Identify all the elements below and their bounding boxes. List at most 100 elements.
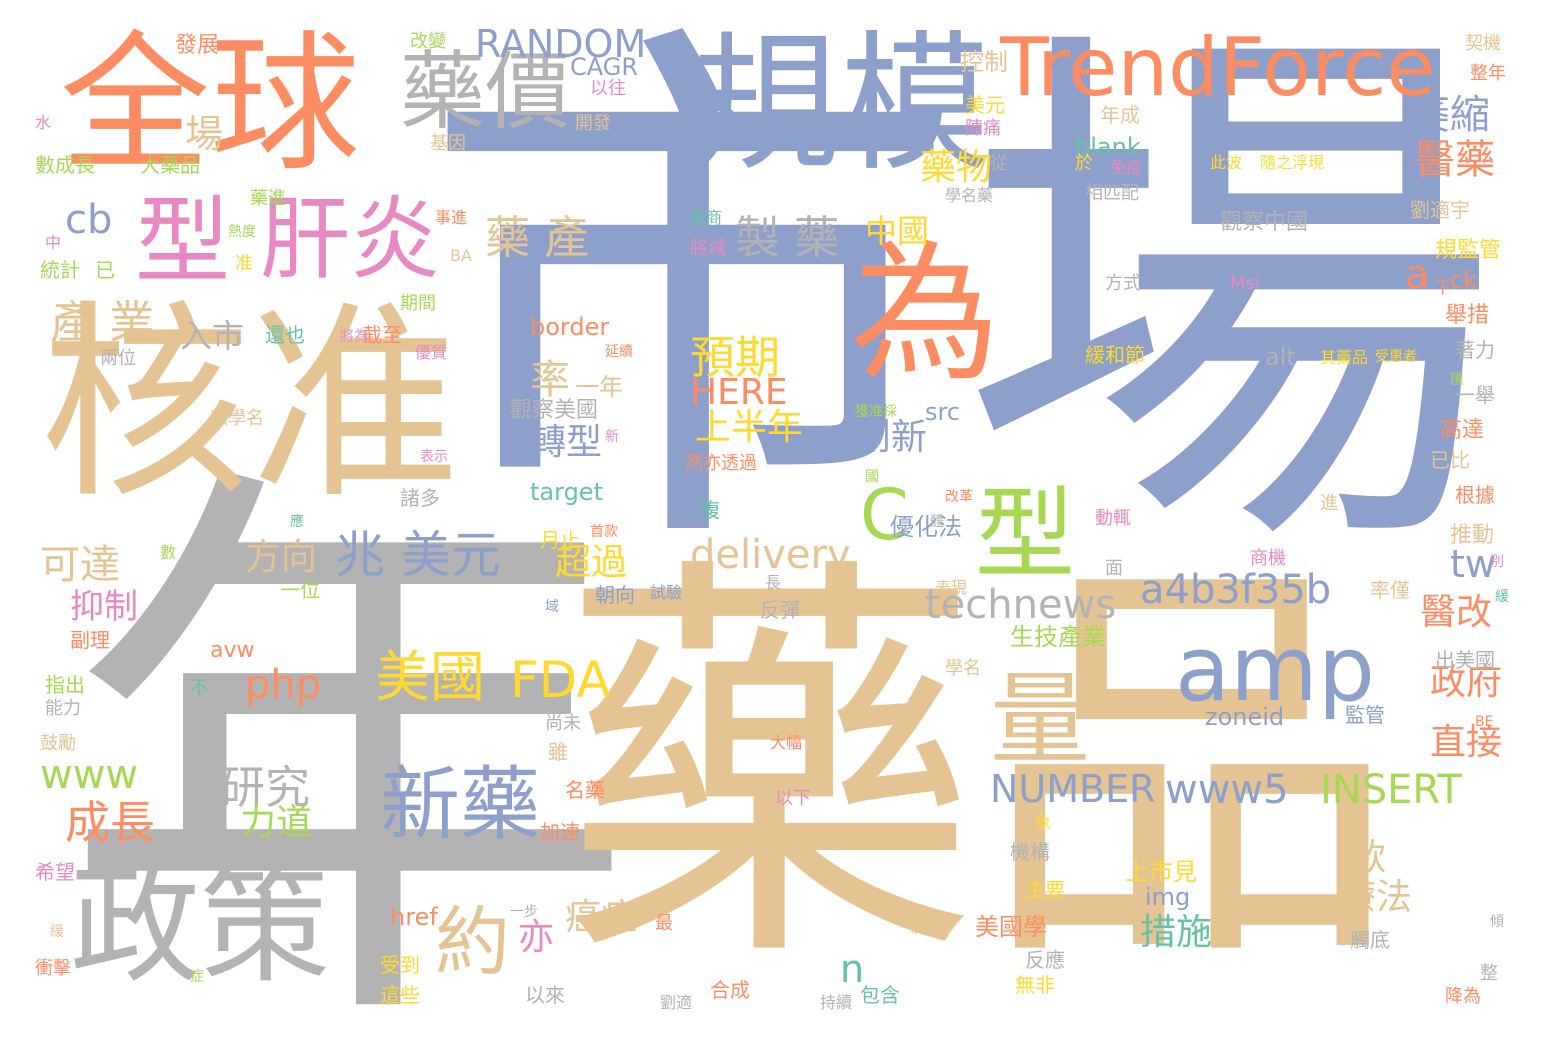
- word-186: 商機: [1250, 548, 1286, 569]
- word-149: 長: [765, 573, 782, 592]
- word-97: 此波: [1210, 153, 1243, 172]
- word-133: 以來: [525, 983, 565, 1007]
- word-96: Msi: [1230, 273, 1260, 294]
- word-62: 力道: [240, 802, 313, 843]
- word-116: 中: [45, 233, 62, 252]
- word-51: 直接: [1430, 722, 1503, 763]
- word-16: 新藥: [380, 758, 540, 851]
- word-183: 改革: [945, 489, 973, 505]
- word-72: zoneid: [1205, 703, 1285, 731]
- word-189: 域: [545, 599, 559, 615]
- word-50: 中國: [865, 212, 930, 250]
- word-103: 一舉: [1455, 383, 1495, 407]
- word-28: 製 藥: [735, 211, 840, 264]
- word-139: 機構: [1010, 840, 1050, 864]
- word-109: 出美國: [1435, 648, 1495, 672]
- word-30: 醫藥: [1415, 137, 1495, 183]
- word-58: 亦: [518, 917, 555, 958]
- word-123: 鼓勵: [40, 733, 76, 754]
- word-184: 表現: [935, 578, 968, 597]
- word-52: 政府: [1430, 662, 1503, 703]
- word-176: 緩: [50, 924, 64, 940]
- word-74: href: [390, 903, 438, 931]
- word-131: 受到: [380, 953, 420, 977]
- word-65: 控制: [960, 48, 1008, 76]
- word-195: 將為: [340, 329, 368, 345]
- word-194: 熱度: [228, 224, 256, 240]
- word-49: 率: [530, 357, 570, 403]
- word-173: 整: [1480, 963, 1498, 984]
- word-193: 准: [235, 253, 253, 274]
- word-86: 以往: [590, 78, 626, 99]
- word-66: CAGR: [570, 53, 639, 81]
- word-91: 從: [990, 153, 1008, 174]
- word-94: 學名藥: [945, 186, 994, 205]
- word-21: 美國: [375, 645, 486, 709]
- word-4: 核准: [40, 282, 461, 527]
- word-198: 事進: [435, 208, 468, 227]
- word-38: php: [245, 662, 322, 708]
- word-20: FDA: [510, 651, 611, 709]
- word-144: 大幅: [770, 733, 803, 752]
- word-179: 表示: [420, 449, 448, 465]
- word-71: alt: [1265, 343, 1296, 371]
- word-14: 量: [990, 661, 1090, 778]
- word-31: 研究: [220, 761, 311, 814]
- word-170: 持續: [820, 993, 853, 1012]
- word-25: RANDOM: [475, 22, 647, 66]
- word-22: a4b3f35b: [1140, 567, 1332, 613]
- word-95: 方式: [1105, 273, 1141, 294]
- word-6: 規模: [690, 18, 991, 192]
- word-121: 指出: [45, 673, 85, 697]
- word-36: 成長: [65, 796, 156, 849]
- word-165: 進: [1320, 493, 1338, 514]
- word-46: n: [840, 947, 865, 991]
- word-128: 還也: [265, 323, 305, 347]
- word-191: 學名: [945, 658, 981, 679]
- word-1: 市場: [420, 0, 1500, 614]
- word-110: 監管: [1345, 703, 1385, 727]
- word-45: a: [1405, 252, 1430, 298]
- word-108: 率僅: [1370, 578, 1410, 602]
- word-120: 款學名: [210, 408, 264, 429]
- word-119: 兩位: [100, 348, 136, 369]
- word-177: 症: [190, 969, 204, 985]
- word-35: NUMBER: [990, 767, 1156, 811]
- word-145: 雖: [548, 740, 568, 764]
- word-53: 醫改: [1420, 592, 1493, 633]
- word-75: avw: [210, 638, 255, 663]
- word-125: 希望: [35, 860, 75, 884]
- word-12: 型: [975, 476, 1075, 593]
- word-153: 然亦透過: [685, 453, 757, 474]
- word-164: BE: [1475, 714, 1494, 730]
- word-169: 包含: [860, 983, 900, 1007]
- word-3: 藥品: [560, 525, 1400, 1014]
- word-69: target: [530, 478, 603, 506]
- word-101: 舉措: [1445, 303, 1490, 328]
- word-81: 觀察中國: [1220, 210, 1309, 235]
- word-171: 劉適: [660, 993, 693, 1012]
- word-59: 超過: [555, 542, 628, 583]
- word-129: 截至: [362, 323, 402, 347]
- word-7: 為: [850, 228, 1001, 402]
- word-37: 可達: [40, 542, 120, 588]
- word-79: 優化法: [890, 513, 962, 541]
- word-182: 獲准採: [855, 404, 897, 420]
- word-42: 上半年: [695, 407, 804, 448]
- word-63: 入市: [180, 317, 245, 355]
- word-188: 別: [1490, 554, 1504, 570]
- word-44: tw: [1450, 542, 1496, 586]
- word-102: 著力: [1455, 338, 1495, 362]
- word-104: 高達: [1440, 418, 1485, 443]
- word-134: 合成: [710, 978, 750, 1002]
- word-167: 不: [190, 678, 208, 699]
- word-92: 於: [1075, 153, 1093, 174]
- word-113: 數成長: [35, 153, 95, 177]
- word-138: 主要: [1025, 878, 1065, 902]
- word-200: 應: [290, 514, 304, 530]
- word-151: 首款: [590, 524, 618, 540]
- word-122: 能力: [45, 698, 81, 719]
- word-107: 推動: [1450, 523, 1495, 548]
- word-202: 緩: [1495, 589, 1509, 605]
